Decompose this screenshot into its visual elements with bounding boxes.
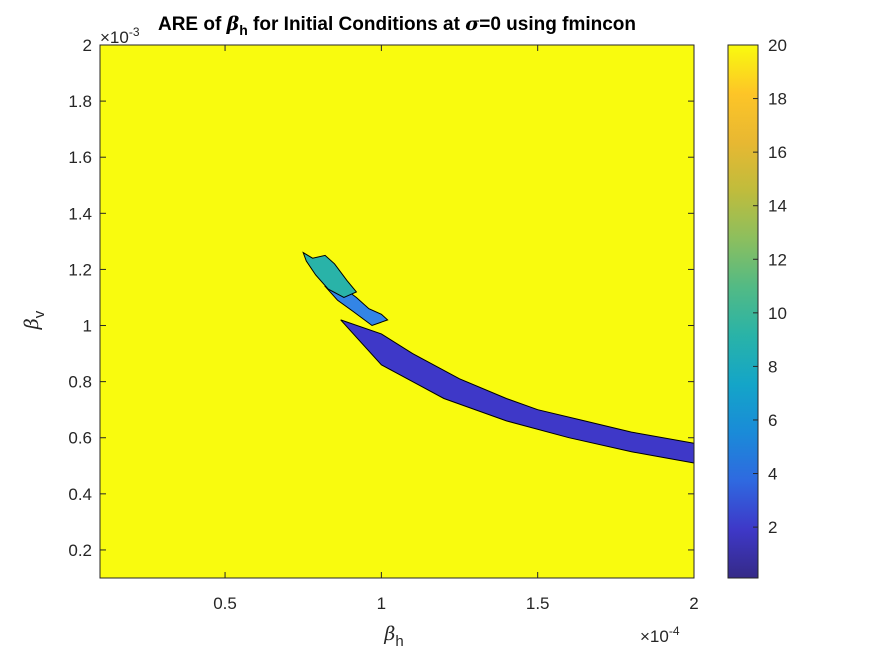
x-exponent: ×10-4 xyxy=(640,624,680,646)
colorbar-tick-label: 14 xyxy=(768,197,787,216)
x-tick-label: 2 xyxy=(689,594,698,613)
colorbar-tick-label: 4 xyxy=(768,465,777,484)
colorbar-tick-label: 12 xyxy=(768,250,787,269)
y-tick-label: 0.4 xyxy=(68,485,92,504)
contour-region-high-error-tip xyxy=(302,251,358,299)
y-tick-label: 0.6 xyxy=(68,429,92,448)
y-tick-label: 1.6 xyxy=(68,148,92,167)
colorbar-tick-label: 16 xyxy=(768,143,787,162)
y-tick-label: 1.2 xyxy=(68,260,92,279)
x-tick-label: 1.5 xyxy=(526,594,550,613)
y-tick-label: 0.8 xyxy=(68,373,92,392)
y-tick-label: 1.8 xyxy=(68,92,92,111)
colorbar-gradient xyxy=(728,45,758,578)
x-axis-label: βh xyxy=(383,623,403,650)
plot-background xyxy=(100,45,694,578)
y-tick-label: 1.4 xyxy=(68,204,92,223)
colorbar-tick-label: 6 xyxy=(768,411,777,430)
colorbar-tick-label: 8 xyxy=(768,357,777,376)
x-tick-label: 0.5 xyxy=(213,594,237,613)
colorbar-tick-label: 18 xyxy=(768,90,787,109)
y-axis-label: βv xyxy=(21,310,48,330)
colorbar-tick-label: 10 xyxy=(768,304,787,323)
y-tick-label: 1 xyxy=(83,317,92,336)
colorbar-tick-label: 20 xyxy=(768,36,787,55)
plot-frame xyxy=(99,44,695,579)
colorbar: 2 4 6 8 10 12 14 16 18 20 xyxy=(727,36,787,579)
x-tick-label: 1 xyxy=(377,594,386,613)
colorbar-frame xyxy=(727,44,759,579)
contour-region-low-error-band xyxy=(340,319,694,464)
colorbar-tick-label: 2 xyxy=(768,518,777,537)
chart-title: ARE of βh for Initial Conditions at σ=0 … xyxy=(158,13,636,38)
plot-area: 0.5 1 1.5 2 0.2 0.4 0.6 0.8 1 1.2 1.4 1.6 1.8 2 xyxy=(68,36,698,613)
y-tick-label: 0.2 xyxy=(68,541,92,560)
y-exponent: ×10-3 xyxy=(100,25,140,47)
y-tick-label: 2 xyxy=(83,36,92,55)
